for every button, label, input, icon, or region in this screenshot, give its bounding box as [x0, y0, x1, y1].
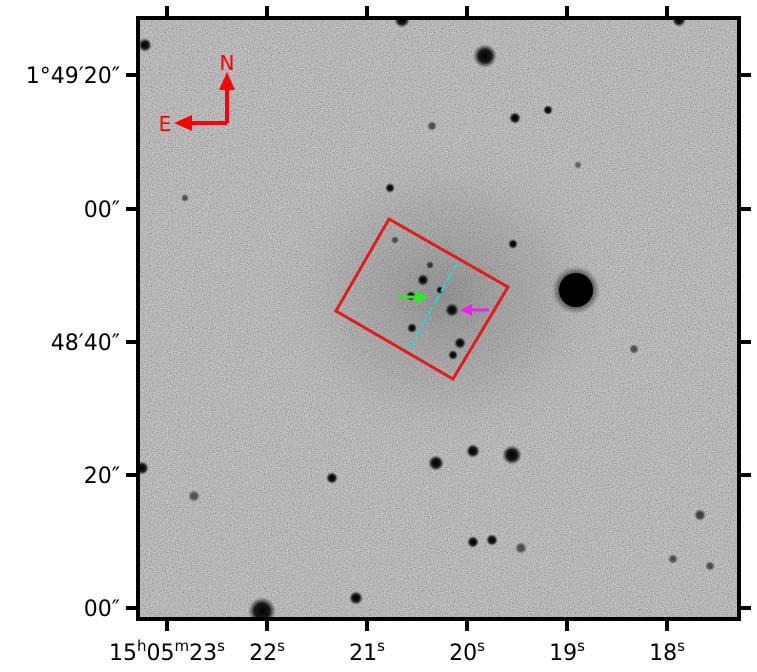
axis-ticks — [126, 6, 751, 631]
x-tick-label: 22s — [249, 637, 285, 666]
x-tick-label: 19s — [549, 637, 585, 666]
x-tick-labels: 15h05m23s 22s 21s 20s 19s 18s — [109, 637, 685, 666]
slit-line — [407, 261, 459, 351]
compass: N E — [159, 51, 235, 136]
x-tick-label: 21s — [349, 637, 385, 666]
y-tick-label: 00″ — [84, 597, 120, 622]
y-tick-label: 48′40″ — [51, 331, 120, 356]
sky-image: N E — [138, 18, 739, 619]
x-tick-label: 18s — [649, 637, 685, 666]
y-tick-label: 1°49′20″ — [26, 64, 120, 89]
compass-north-label: N — [220, 51, 235, 75]
compass-east-label: E — [159, 112, 172, 136]
x-tick-label: 20s — [449, 637, 485, 666]
green-arrow-icon — [399, 291, 428, 303]
magenta-arrow-icon — [460, 304, 489, 316]
galaxy-halo — [255, 125, 635, 465]
y-tick-labels: 1°49′20″ 00″ 48′40″ 20″ 00″ — [26, 64, 120, 622]
y-tick-label: 20″ — [84, 464, 120, 489]
stars — [138, 18, 715, 619]
slit-box — [333, 216, 511, 382]
y-tick-label: 00″ — [84, 198, 120, 223]
x-tick-label: 15h05m23s — [109, 637, 225, 666]
image-frame — [136, 16, 741, 621]
